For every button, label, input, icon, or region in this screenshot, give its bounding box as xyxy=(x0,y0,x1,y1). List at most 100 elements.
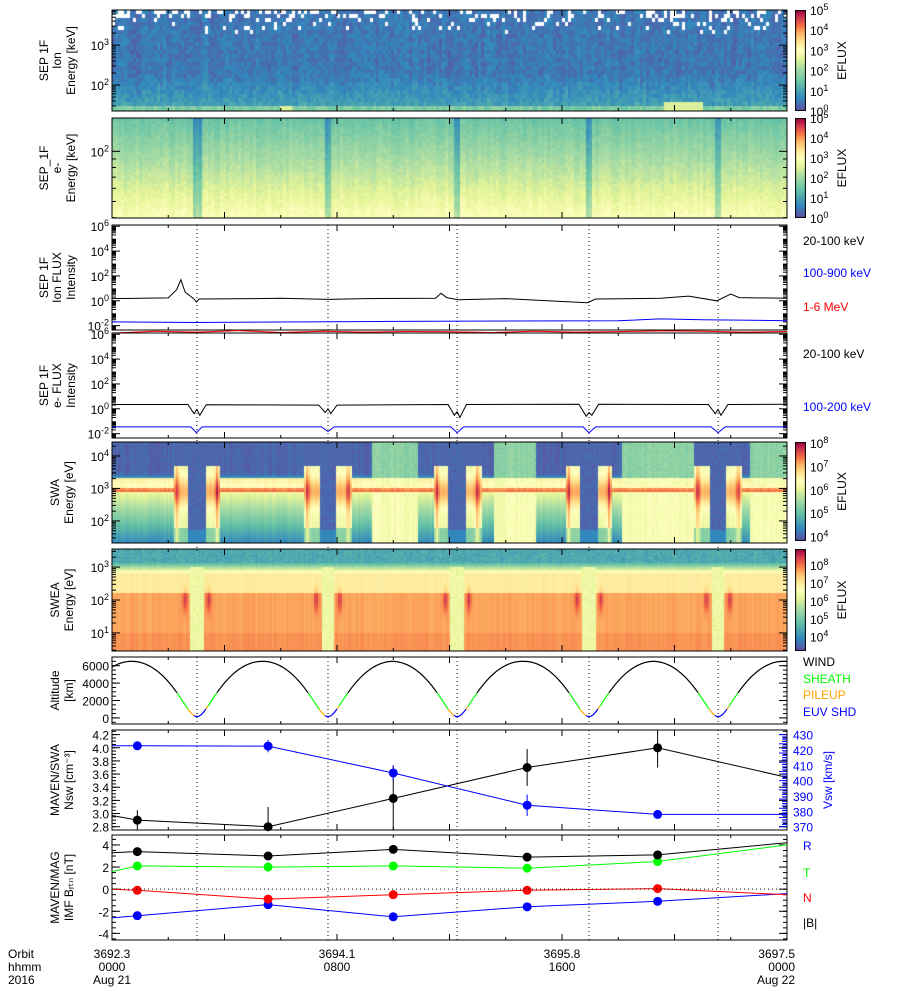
panel-frame-mag_imf xyxy=(111,834,788,941)
data-point-N xyxy=(653,884,663,894)
panel-frame-swa_moments xyxy=(111,729,788,831)
legend-wind: WIND xyxy=(803,655,835,669)
altitude-trace-segment xyxy=(579,708,587,717)
data-point-Vsw xyxy=(388,768,398,778)
data-point-Vsw xyxy=(653,809,663,819)
altitude-trace-segment xyxy=(599,692,610,707)
colorbar-tick-label: 108 xyxy=(810,557,828,573)
y-tick-label: 2 xyxy=(102,861,109,875)
altitude-trace-segment xyxy=(205,705,209,710)
data-point-R xyxy=(653,896,663,906)
swea-spectrogram xyxy=(112,549,787,651)
data-point--B- xyxy=(263,851,273,861)
altitude-trace-segment xyxy=(111,660,178,694)
y2-axis-title: Vsw [km/s] xyxy=(821,751,835,809)
colorbar-tick-label: 105 xyxy=(810,611,828,627)
y-tick-label: 2.8 xyxy=(92,821,109,835)
altitude-trace-segment xyxy=(336,705,340,710)
y-tick-label: 10-2 xyxy=(88,318,109,334)
data-point-T xyxy=(653,857,663,867)
y-tick-label: 104 xyxy=(91,243,109,259)
data-point-Vsw xyxy=(132,741,142,751)
y2-tick-label: 430 xyxy=(793,729,813,743)
data-point-Vsw xyxy=(263,741,273,751)
colorbar-title: EFLUX xyxy=(835,41,849,80)
y-axis-title-line: SEP 1F xyxy=(37,40,51,81)
altitude-trace-segment xyxy=(447,708,455,716)
x-tick-label-orbit: 3694.1 xyxy=(319,947,356,961)
legend-sep-ion-20-100: 20-100 keV xyxy=(803,234,864,248)
y-tick-label: 102 xyxy=(91,376,109,392)
legend-pileup: PILEUP xyxy=(803,688,846,702)
y-tick-label: 4.2 xyxy=(92,729,109,743)
y-axis-title-line: Energy [keV] xyxy=(64,134,78,203)
colorbar-tick-label: 104 xyxy=(810,629,828,645)
series-line-Vsw xyxy=(112,745,787,815)
y-axis-title-line: e- FLUX xyxy=(50,363,64,408)
y-axis-title-line: MAVEN/SWA xyxy=(48,744,62,816)
altitude-trace-segment xyxy=(728,692,739,707)
colorbar-tick-label: 101 xyxy=(810,83,828,99)
y-tick-label: 4000 xyxy=(82,677,109,691)
altitude-trace-segment xyxy=(347,660,438,694)
colorbar-title: EFLUX xyxy=(835,472,849,511)
data-point--B- xyxy=(653,850,663,860)
series-line-1-6-MeV xyxy=(111,330,788,334)
altitude-trace-segment xyxy=(207,692,218,707)
altitude-trace-segment xyxy=(176,692,189,710)
x-tick-label-hhmm: 1600 xyxy=(549,960,576,974)
sep-ion-colorbar xyxy=(795,10,806,111)
y-tick-label: 102 xyxy=(91,513,109,529)
y2-tick-label: 400 xyxy=(793,775,813,789)
y-axis-title-line: SWEA xyxy=(48,582,62,617)
sep-electron-colorbar xyxy=(795,118,806,218)
y-tick-label: 3.6 xyxy=(92,768,109,782)
y-axis-title-line: MAVEN/MAG xyxy=(48,851,62,923)
series-line-T xyxy=(111,844,788,872)
data-point-R xyxy=(522,902,532,912)
y-axis-title-line: Ion xyxy=(50,52,64,69)
y-tick-label: 100 xyxy=(91,293,109,309)
swa-colorbar xyxy=(795,442,806,541)
x-axis-title-orbit: Orbit xyxy=(8,947,35,961)
y-axis-title-line: SEP 1F xyxy=(37,257,51,298)
colorbar-tick-label: 103 xyxy=(810,150,828,166)
altitude-trace-segment xyxy=(453,708,467,718)
data-point-Nsw xyxy=(263,822,273,832)
colorbar-tick-label: 107 xyxy=(810,575,828,591)
y-tick-label: 103 xyxy=(91,559,109,575)
y-tick-label: 0 xyxy=(102,883,109,897)
y-tick-label: 6000 xyxy=(82,660,109,674)
x-axis-title-year: 2016 xyxy=(8,973,35,987)
y-axis-title-line: SEP_1F xyxy=(37,146,51,191)
data-point-R xyxy=(132,911,142,921)
y2-tick-label: 420 xyxy=(793,744,813,758)
y-tick-label: 101 xyxy=(91,625,109,641)
y-tick-label: -4 xyxy=(98,927,109,941)
y-tick-label: 104 xyxy=(91,351,109,367)
colorbar-tick-label: 105 xyxy=(810,110,828,126)
y-axis-title-line: Energy [keV] xyxy=(64,26,78,95)
x-tick-label-date: Aug 21 xyxy=(93,973,131,987)
y-axis-title-line: Energy [eV] xyxy=(62,461,76,524)
altitude-trace-segment xyxy=(697,692,710,710)
data-point-T xyxy=(132,861,142,871)
y-tick-label: 4 xyxy=(102,839,109,853)
data-point--B- xyxy=(388,844,398,854)
y-tick-label: 103 xyxy=(91,480,109,496)
legend-n: N xyxy=(803,891,812,905)
data-point--B- xyxy=(522,852,532,862)
altitude-trace-segment xyxy=(436,692,449,710)
data-point-T xyxy=(388,861,398,871)
altitude-trace-segment xyxy=(193,708,207,718)
altitude-trace-segment xyxy=(476,660,570,694)
altitude-trace-segment xyxy=(216,660,309,694)
data-point-Nsw xyxy=(132,815,142,825)
colorbar-title: EFLUX xyxy=(835,581,849,620)
y-tick-label: 106 xyxy=(91,326,109,342)
swea-colorbar xyxy=(795,549,806,651)
legend-sep-ion-100-900: 100-900 keV xyxy=(803,266,871,280)
altitude-trace-segment xyxy=(324,708,338,718)
colorbar-tick-label: 100 xyxy=(810,103,828,119)
